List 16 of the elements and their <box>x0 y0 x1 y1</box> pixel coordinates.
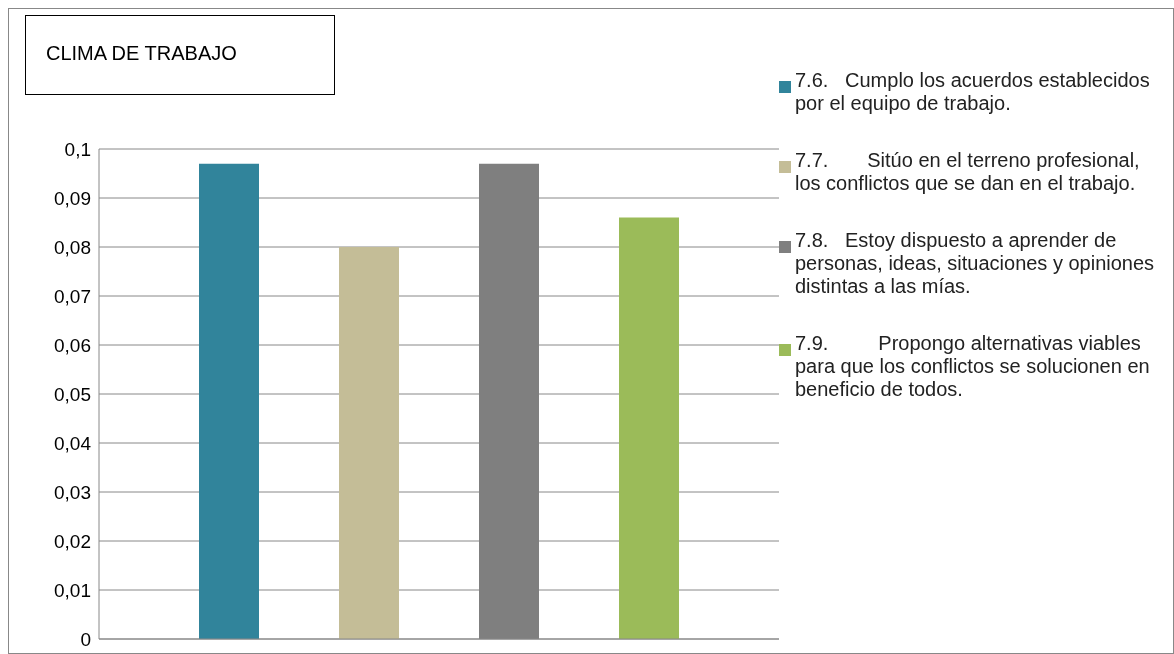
y-tick-label: 0,06 <box>54 334 91 356</box>
y-tick-label: 0,08 <box>54 236 91 258</box>
y-tick-label: 0,09 <box>54 187 91 209</box>
y-tick-label: 0,02 <box>54 530 91 552</box>
y-tick-label: 0,05 <box>54 383 91 405</box>
y-tick-label: 0 <box>80 628 91 650</box>
legend-label: 7.6. Cumplo los acuerdos establecidos por el equipo de trabajo. <box>795 69 1151 115</box>
y-tick-label: 0,07 <box>54 285 91 307</box>
legend-label: 7.8. Estoy dispuesto a aprender de personas, ideas, situaciones y opiniones distintas a las mías. <box>795 229 1156 298</box>
legend-label: 7.7. Sitúo en el terreno profesional, los conflictos que se dan en el trabajo. <box>795 149 1141 195</box>
chart-title: CLIMA DE TRABAJO <box>25 15 335 95</box>
y-tick-label: 0,04 <box>54 432 92 454</box>
legend-label: 7.9. Propongo alternativas viables para que los conflictos se solucionen en beneficio de todos. <box>795 332 1151 401</box>
y-tick-label: 0,01 <box>54 579 91 601</box>
y-tick-label: 0,1 <box>64 138 91 160</box>
y-tick-label: 0,03 <box>54 481 91 503</box>
